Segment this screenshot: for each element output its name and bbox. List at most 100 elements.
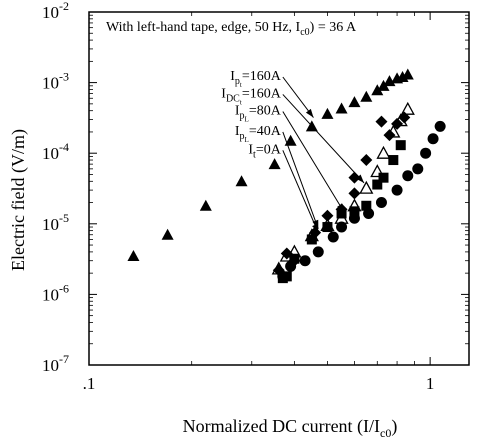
series-label-subsub: L [245,115,249,123]
filled-square-marker [361,200,372,211]
filled-circle-marker [434,120,446,132]
open-triangle-marker [376,145,391,159]
y-tick-label: 10-4 [42,140,69,163]
y-tick-exponent: -4 [59,140,69,154]
plot-frame [88,11,470,366]
series-label-end: =160A [242,69,282,84]
y-tick-base: 10 [42,3,59,22]
filled-square-marker [306,234,317,245]
filled-circle-marker [336,221,348,233]
arrow-head [305,108,314,118]
filled-triangle-marker [127,249,140,261]
arrow-head [312,223,319,233]
open-triangle-marker [359,180,374,194]
pointer-arrow [282,111,345,213]
filled-diamond-marker [398,111,411,124]
series-label-sub: p [235,76,240,87]
arrow-head [337,203,345,213]
filled-square-marker [395,140,406,151]
x-tick-label: .1 [83,374,96,393]
y-tick-label: 10-2 [42,0,69,22]
series-label: IpL=40A [235,124,282,144]
arrow-line [282,76,314,118]
filled-circle-marker [312,246,324,258]
filled-circle-marker [299,255,311,267]
y-tick-label: 10-7 [42,352,69,375]
series-label-subsub: t [240,98,242,106]
open-triangle-marker [400,101,415,115]
series-label-sub: DC [226,93,240,104]
y-tick-exponent: -5 [59,211,69,225]
y-tick-exponent: -6 [59,281,69,295]
filled-triangle-marker [199,199,212,211]
pointer-arrow [282,94,365,184]
filled-circle-marker [375,197,387,209]
annotation-end: ) = 36 A [310,20,357,35]
filled-circle-marker [427,133,439,145]
series-label-end: =160A [242,86,282,101]
series-label-subsub: t [240,81,242,89]
arrow-line [282,131,319,229]
y-tick-exponent: -3 [59,70,69,84]
arrow-line [282,150,319,233]
pointer-arrow [282,150,319,233]
filled-triangle-marker [371,84,384,96]
filled-triangle-marker [377,79,390,91]
series-label-main: I [235,124,240,139]
x-tick-labels: .1 1 [83,374,435,393]
series-label-main: I [221,86,226,101]
filled-circle-marker [285,260,297,272]
filled-triangle-marker [383,75,396,87]
filled-square-marker [349,206,360,217]
y-tick-base: 10 [42,215,59,234]
y-tick-base: 10 [42,74,59,93]
series-label-sub: p [240,110,245,121]
pointer-arrow [282,76,314,118]
filled-diamond-marker [348,187,361,200]
x-tick-label: 1 [426,374,435,393]
series-label-main: I [235,103,240,118]
y-tick-labels: 10-710-610-510-410-310-2 [42,0,69,375]
filled-diamond-marker [383,129,396,142]
filled-square-marker [372,179,383,190]
axis-ticks [88,11,469,366]
x-axis-label-sub: c0 [380,426,391,440]
filled-diamond-marker [375,115,388,128]
series-label-main: I [248,142,253,157]
filled-square-marker [378,172,389,183]
y-tick-label: 10-5 [42,211,69,234]
filled-triangle-marker [284,134,297,146]
series-label: IpL=80A [235,103,282,123]
filled-circle-marker [391,184,403,196]
filled-triangle-marker [401,68,414,80]
filled-square-marker [322,222,333,233]
filled-triangle-marker [360,90,373,102]
series-label-subsub: L [245,136,249,144]
filled-triangle-marker [161,228,174,240]
y-tick-label: 10-3 [42,70,69,93]
filled-circle-marker [420,147,432,159]
series-label-end: =80A [249,103,282,118]
filled-circle-marker [363,207,375,219]
filled-triangle-marker [348,96,361,108]
arrow-head [356,174,365,183]
x-axis-label-end: ) [391,416,397,437]
y-tick-base: 10 [42,356,59,375]
filled-square-marker [289,253,300,264]
annotation-sub: c0 [300,27,309,38]
series-label-sub: p [240,131,245,142]
filled-circle-marker [277,270,289,282]
series-label: It=0A [248,142,281,160]
filled-diamond-marker [321,209,334,222]
x-axis-label-main: Normalized DC current (I/I [183,416,380,437]
pointer-arrow [282,131,319,229]
y-tick-label: 10-6 [42,281,69,304]
series-label: IDCt=160A [221,86,281,106]
filled-triangle-marker [268,158,281,170]
y-tick-base: 10 [42,285,59,304]
y-axis-label: Electric field (V/m) [8,129,29,271]
arrow-line [282,94,365,184]
filled-circle-marker [412,163,424,175]
filled-square-marker [388,155,399,166]
